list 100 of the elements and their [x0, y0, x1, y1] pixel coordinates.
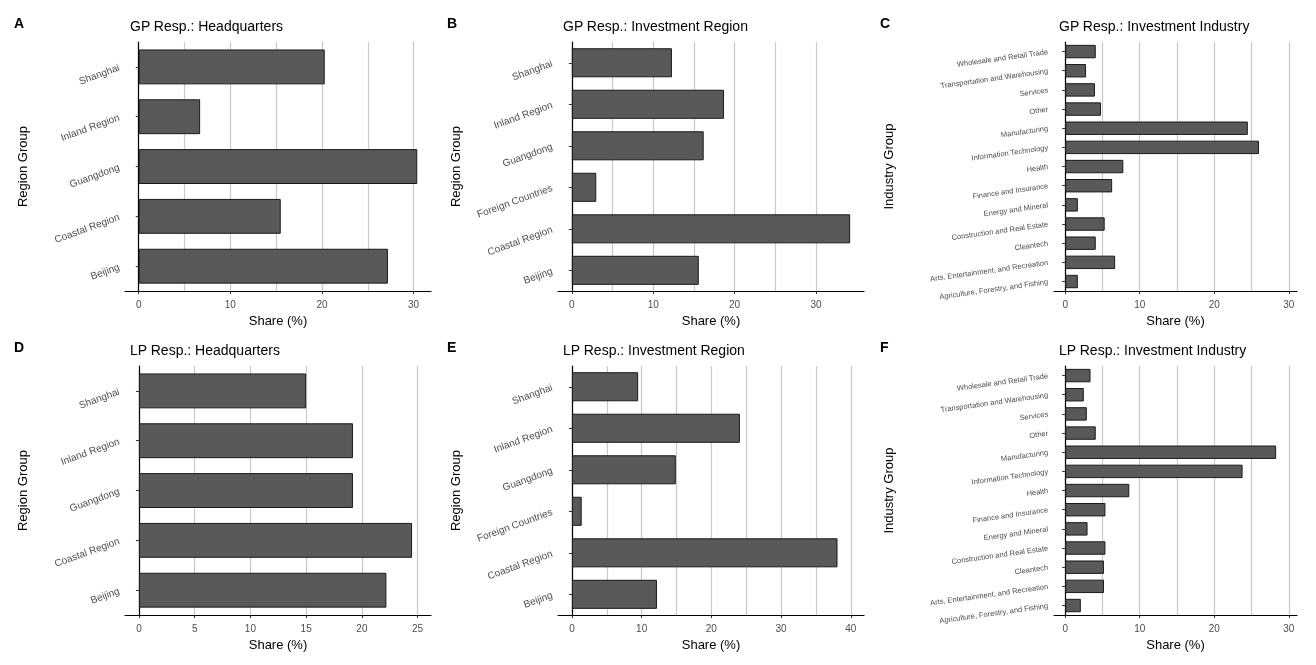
x-tick-label: 20	[705, 622, 718, 634]
bar	[138, 248, 388, 284]
bar	[138, 572, 387, 608]
bar	[571, 372, 639, 402]
y-tick-label: Inland Region	[59, 435, 121, 467]
y-tick-label: Inland Region	[59, 111, 121, 143]
bar	[138, 423, 353, 459]
x-tick-label: 40	[845, 622, 857, 634]
bar	[1065, 483, 1130, 498]
y-axis-title: Region Group	[15, 126, 30, 208]
x-tick-label: 20	[1208, 298, 1221, 310]
y-axis-title: Region Group	[448, 126, 463, 208]
x-tick-label: 0	[1062, 622, 1069, 634]
x-axis-title: Share (%)	[248, 637, 308, 652]
x-tick-label: 20	[316, 298, 328, 310]
x-axis-title: Share (%)	[681, 313, 741, 328]
y-tick-label: Beijing	[521, 265, 554, 286]
x-tick-label: 20	[1208, 622, 1221, 634]
bar	[138, 373, 307, 409]
y-axis-title: Industry Group	[881, 447, 896, 534]
bar	[1065, 159, 1124, 174]
bar	[571, 214, 851, 244]
bar	[1065, 503, 1106, 517]
bar	[138, 522, 413, 558]
x-axis-title: Share (%)	[1146, 637, 1205, 652]
x-tick-label: 10	[647, 298, 660, 310]
bar	[1065, 464, 1243, 479]
y-tick-label: Beijing	[521, 589, 554, 610]
bar	[1065, 388, 1084, 402]
x-tick-label: 20	[356, 622, 368, 634]
bar	[571, 131, 704, 161]
bar	[1065, 560, 1104, 574]
y-axis-title: Region Group	[448, 450, 463, 532]
bar	[571, 89, 725, 119]
bar	[1065, 198, 1078, 212]
bar	[1065, 541, 1106, 555]
x-tick-label: 30	[810, 298, 822, 310]
x-tick-label: 10	[636, 622, 648, 634]
x-tick-label: 10	[244, 622, 257, 634]
y-tick-label: Coastal Region	[52, 535, 121, 569]
text: E	[447, 339, 457, 355]
text: D	[14, 339, 25, 355]
y-tick-label: Beijing	[88, 585, 121, 606]
chart-title: GP Resp.: Investment Industry	[1059, 18, 1250, 34]
bar	[1065, 44, 1096, 59]
text: A	[14, 15, 25, 31]
bar	[1065, 236, 1096, 250]
x-tick-label: 0	[1062, 298, 1069, 310]
x-tick-label: 10	[1134, 298, 1146, 310]
y-tick-label: Coastal Region	[52, 211, 121, 245]
x-tick-label: 5	[191, 622, 198, 634]
y-tick-label: Inland Region	[492, 99, 554, 131]
x-tick-label: 10	[224, 298, 237, 310]
x-tick-label: 0	[569, 622, 576, 634]
text: F	[880, 339, 889, 355]
bar	[138, 198, 281, 234]
x-axis-title: Share (%)	[1146, 313, 1205, 328]
chart-title: GP Resp.: Investment Region	[563, 18, 748, 34]
x-tick-label: 0	[136, 622, 143, 634]
x-tick-label: 25	[412, 622, 424, 634]
bar	[571, 579, 657, 609]
y-tick-label: Inland Region	[492, 423, 554, 455]
x-tick-label: 15	[300, 622, 313, 634]
bar	[1065, 445, 1277, 459]
bar	[1065, 217, 1105, 231]
bar	[571, 455, 676, 485]
bar	[571, 413, 740, 443]
bar	[1065, 368, 1091, 383]
x-tick-label: 30	[408, 298, 420, 310]
bar	[571, 496, 582, 526]
y-tick-label: Beijing	[88, 261, 121, 282]
text: B	[447, 15, 458, 31]
x-tick-label: 0	[569, 298, 576, 310]
bar	[138, 473, 353, 508]
x-axis-title: Share (%)	[681, 637, 741, 652]
y-axis-title: Industry Group	[881, 123, 896, 210]
bar	[571, 255, 699, 285]
bar	[1065, 407, 1087, 421]
bar	[138, 49, 325, 85]
bar	[1065, 121, 1248, 135]
bar	[1065, 102, 1101, 116]
chart-title: LP Resp.: Investment Region	[563, 342, 745, 358]
x-tick-label: 10	[1134, 622, 1146, 634]
text: C	[880, 15, 891, 31]
bar	[571, 538, 838, 568]
bar	[1065, 179, 1113, 193]
x-axis-title: Share (%)	[248, 313, 308, 328]
bar	[1065, 140, 1259, 155]
x-tick-label: 30	[1283, 622, 1295, 634]
bar	[138, 99, 201, 135]
bar	[1065, 522, 1088, 536]
bar	[1065, 274, 1078, 289]
x-tick-label: 30	[1283, 298, 1295, 310]
x-tick-label: 20	[729, 298, 741, 310]
x-tick-label: 0	[135, 298, 142, 310]
chart-title: LP Resp.: Investment Industry	[1059, 342, 1247, 358]
bar	[1065, 64, 1087, 78]
chart-title: GP Resp.: Headquarters	[130, 18, 284, 34]
y-axis-title: Region Group	[15, 450, 30, 532]
bar	[1065, 598, 1081, 613]
